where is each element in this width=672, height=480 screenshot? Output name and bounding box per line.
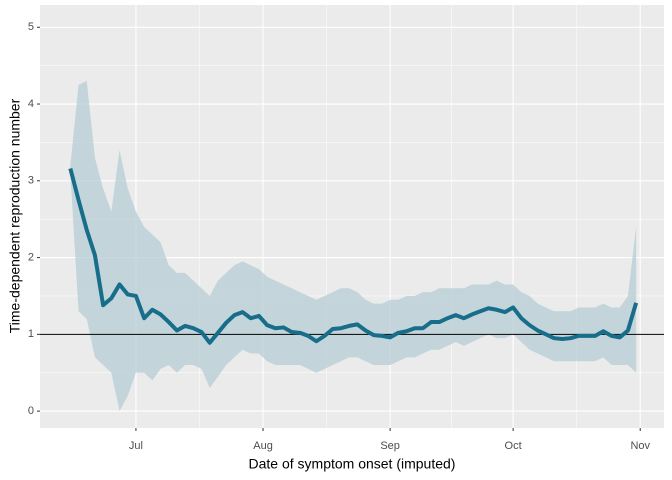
- x-tick-label: Jul: [129, 440, 143, 452]
- x-tick-label: Nov: [630, 440, 650, 452]
- x-tick-label: Oct: [505, 440, 522, 452]
- rt-line: [68, 168, 639, 345]
- y-tick-label: 1: [28, 328, 34, 340]
- marks: [40, 81, 664, 412]
- y-tick-label: 4: [28, 98, 34, 110]
- y-axis-title: Time-dependent reproduction number: [7, 98, 23, 333]
- x-tick-label: Aug: [253, 440, 273, 452]
- y-tick-label: 5: [28, 21, 34, 33]
- x-tick-label: Sep: [380, 440, 400, 452]
- y-tick-label: 0: [28, 405, 34, 417]
- x-axis-title: Date of symptom onset (imputed): [249, 456, 456, 472]
- y-tick-label: 3: [28, 175, 34, 187]
- y-tick-label: 2: [28, 251, 34, 263]
- confidence-ribbon: [70, 81, 637, 412]
